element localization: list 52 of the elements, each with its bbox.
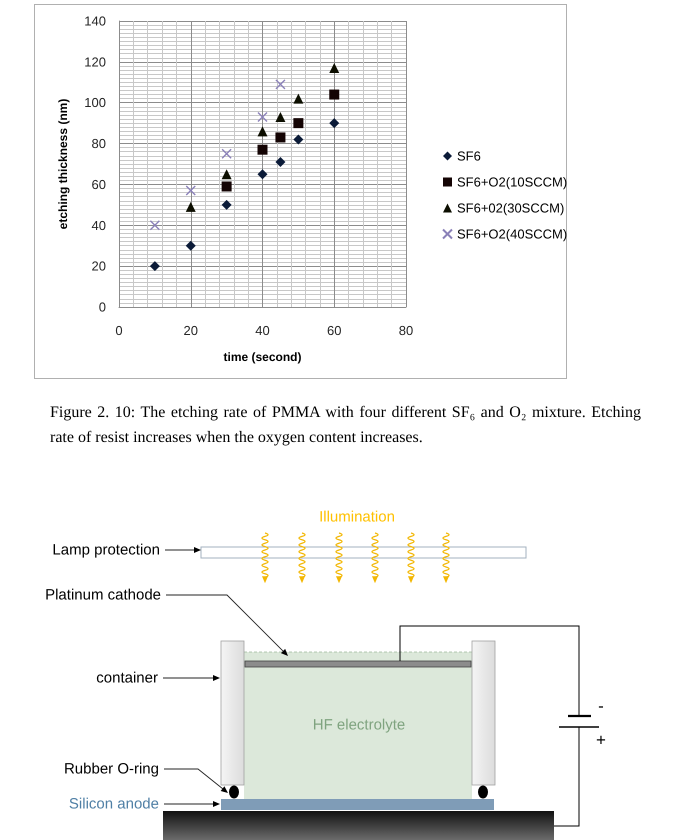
legend-label: SF6+O2(10SCCM) [457,174,568,190]
point [150,261,160,272]
legend-label: SF6+02(30SCCM) [457,200,564,216]
point [329,118,340,128]
y-tick-label: 0 [98,300,106,314]
text: Illumination [319,508,395,526]
x-tick-label: 0 [115,323,123,338]
x-tick-label: 80 [398,323,414,338]
y-axis-title: etching thickness (nm) [56,98,70,230]
point [222,169,232,180]
point [186,202,196,212]
point [275,132,286,142]
point [275,79,286,90]
point [150,220,160,230]
text: - [598,696,604,716]
y-tick-label: 140 [84,14,106,28]
y-tick-label: 120 [84,54,106,70]
point [258,169,268,180]
legend-label: SF6 [457,148,481,164]
y-tick-label: 40 [92,218,106,233]
x-tick-label: 60 [327,323,342,338]
point [275,156,286,167]
text: Rubber O-ring [64,760,159,778]
y-tick-label: 100 [84,95,106,110]
point [222,200,232,210]
caption: Figure 2. 10: The etching rate of PMMA with four different SF₆ and O₂ mixture. Etching rate of resist increases when the oxygen content increases. [50,403,641,448]
point [221,148,232,159]
point [293,134,304,144]
point [222,181,232,192]
text: HF electrolyte [312,716,406,734]
point [293,118,304,128]
point [186,185,196,196]
text: Silicon anode [68,796,159,812]
y-tick-label: 60 [92,176,106,192]
point [258,126,268,136]
y-tick-label: 80 [92,136,106,152]
point [293,94,304,104]
x-tick-label: 20 [184,323,198,338]
point [329,90,340,100]
point [329,62,340,73]
x-tick-label: 40 [255,323,270,338]
text: + [596,730,606,750]
point [186,240,196,251]
x-axis-title: time (second) [223,350,302,364]
text: Platinum cathode [45,586,161,604]
text: container [96,670,158,686]
point [258,144,268,155]
legend-label: SF6+O2(40SCCM) [457,226,568,242]
text: Lamp protection [52,542,160,558]
y-tick-label: 20 [92,258,106,274]
point [275,112,286,122]
point [257,112,268,122]
